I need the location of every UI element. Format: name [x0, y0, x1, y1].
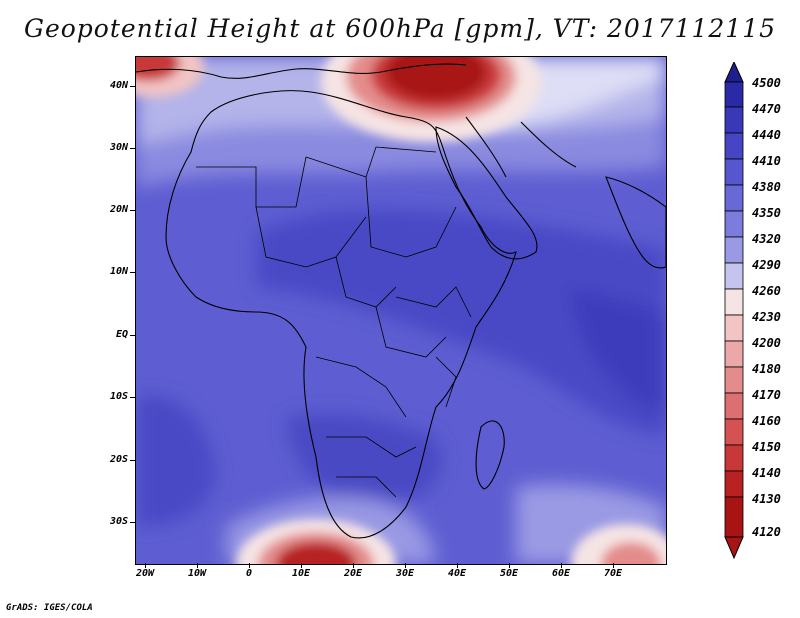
colorbar-bottom-arrow: [724, 536, 744, 560]
colorbar-segment: [724, 158, 744, 186]
colorbar-top-arrow: [724, 62, 744, 83]
coastlines: [136, 63, 666, 539]
colorbar-segment: [724, 366, 744, 394]
colorbar-label: 4470: [752, 102, 781, 116]
colorbar-label: 4140: [752, 466, 781, 480]
lat-label-20n: 20N: [109, 204, 128, 215]
colorbar-label: 4260: [752, 284, 781, 298]
lon-tick: [353, 563, 354, 568]
colorbar-segment: [724, 340, 744, 368]
lon-label-50e: 50E: [499, 568, 519, 579]
lon-tick: [457, 563, 458, 568]
colorbar-segment: [724, 262, 744, 290]
lon-label-40e: 40E: [447, 568, 467, 579]
lat-label-10n: 10N: [109, 266, 128, 277]
colorbar-label: 4170: [752, 388, 781, 402]
lon-label-30e: 30E: [395, 568, 415, 579]
lon-label-10e: 10E: [291, 568, 311, 579]
height-field-map: [136, 57, 666, 564]
lon-tick: [405, 563, 406, 568]
colorbar-label: 4150: [752, 440, 781, 454]
lat-label-30n: 30N: [109, 142, 128, 153]
lat-label-30s: 30S: [109, 516, 128, 527]
low-height-centers: [136, 57, 666, 564]
lon-label-60e: 60E: [551, 568, 571, 579]
lat-tick: [130, 86, 135, 87]
lon-tick: [301, 563, 302, 568]
colorbar-label: 4410: [752, 154, 781, 168]
lat-tick: [130, 335, 135, 336]
colorbar-segment: [724, 210, 744, 238]
colorbar-segment: [724, 496, 744, 538]
colorbar-label: 4160: [752, 414, 781, 428]
colorbar-label: 4350: [752, 206, 781, 220]
colorbar-label: 4180: [752, 362, 781, 376]
colorbar-label: 4230: [752, 310, 781, 324]
colorbar-label: 4440: [752, 128, 781, 142]
lon-tick: [249, 563, 250, 568]
colorbar-segment: [724, 444, 744, 472]
colorbar-segment: [724, 81, 744, 108]
lon-label-70e: 70E: [603, 568, 623, 579]
colorbar-label: 4200: [752, 336, 781, 350]
lon-tick: [613, 563, 614, 568]
colorbar-label: 4130: [752, 492, 781, 506]
lon-tick: [509, 563, 510, 568]
country-borders: [196, 146, 472, 498]
colorbar-label: 4500: [752, 76, 781, 90]
colorbar-label: 4380: [752, 180, 781, 194]
lat-tick: [130, 522, 135, 523]
lat-tick: [130, 148, 135, 149]
lat-label-40n: 40N: [109, 80, 128, 91]
lon-tick: [197, 563, 198, 568]
lat-label-10s: 10S: [109, 391, 128, 402]
lon-label-10w: 10W: [187, 568, 207, 579]
colorbar-segment: [724, 470, 744, 498]
colorbar-label: 4320: [752, 232, 781, 246]
colorbar-segment: [724, 236, 744, 264]
lat-tick: [130, 460, 135, 461]
lat-tick: [130, 397, 135, 398]
software-credit: GrADS: IGES/COLA: [6, 603, 93, 613]
lat-tick: [130, 210, 135, 211]
lon-label-20w: 20W: [135, 568, 155, 579]
colorbar-segment: [724, 418, 744, 446]
lon-tick: [145, 563, 146, 568]
colorbar-label: 4120: [752, 525, 781, 539]
lat-tick: [130, 272, 135, 273]
colorbar-segment: [724, 314, 744, 342]
colorbar: [724, 62, 744, 560]
colorbar-label: 4290: [752, 258, 781, 272]
colorbar-segment: [724, 288, 744, 316]
colorbar-segment: [724, 132, 744, 160]
lat-label-20s: 20S: [109, 454, 128, 465]
colorbar-segment: [724, 392, 744, 420]
lon-tick: [561, 563, 562, 568]
lat-label-eq: EQ: [115, 329, 128, 340]
lon-label-20e: 20E: [343, 568, 363, 579]
lon-label-0: 0: [245, 568, 253, 579]
map-plot-area: [135, 56, 667, 565]
chart-title: Geopotential Height at 600hPa [gpm], VT:…: [23, 14, 777, 43]
colorbar-segment: [724, 184, 744, 212]
colorbar-segment: [724, 106, 744, 134]
